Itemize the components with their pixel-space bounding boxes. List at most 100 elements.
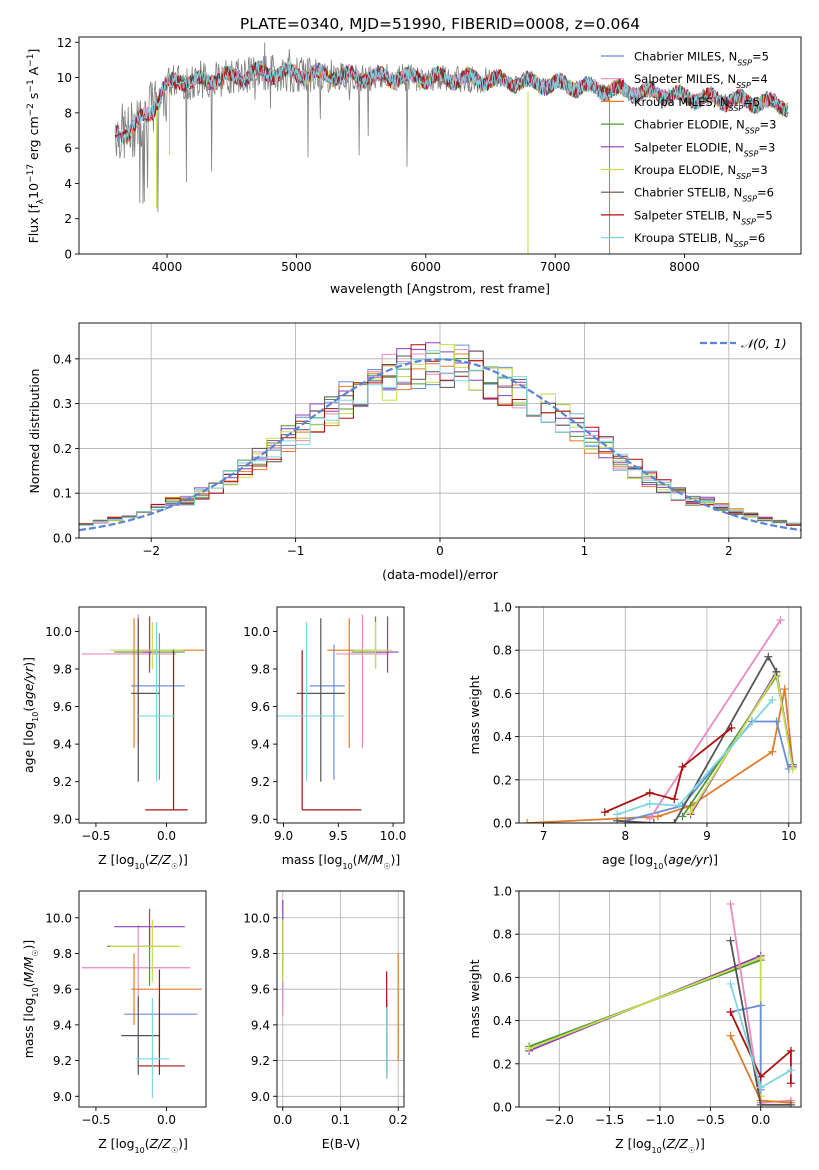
y-tick-label: 9.0 xyxy=(251,813,270,827)
y-tick-label: 9.0 xyxy=(251,1090,270,1104)
y-tick-label: 9.8 xyxy=(53,662,72,676)
x-tick-label: 7000 xyxy=(540,260,571,274)
legend-label: Chabrier ELODIE, NSSP=3 xyxy=(634,118,776,136)
age-vs-z-panel: −0.5 0.0 9.0 9.2 9.4 9.6 9.8 10.0 xyxy=(45,606,207,843)
y-tick-label: 10 xyxy=(57,71,72,85)
spectrum-legend: Chabrier MILES, NSSP=5 Salpeter MILES, NS… xyxy=(601,50,776,249)
legend-label: Salpeter MILES, NSSP=4 xyxy=(634,72,768,90)
y-tick-label: 10.0 xyxy=(243,911,270,925)
y-tick-label: 2 xyxy=(64,212,72,226)
y-tick-label: 0.2 xyxy=(53,442,72,456)
age-vs-z-y-label: age [log10(age/yr)] xyxy=(21,657,40,773)
x-tick-label: −1.0 xyxy=(645,1113,674,1127)
x-tick-label: 10 xyxy=(781,829,796,843)
x-tick-label: 0.0 xyxy=(157,1113,176,1127)
y-tick-label: 9.0 xyxy=(53,813,72,827)
y-tick-label: 9.8 xyxy=(251,947,270,961)
spectrum-panel: 4000 5000 6000 7000 8000 0 2 4 6 8 10 12 xyxy=(57,36,802,274)
y-tick-label: 12 xyxy=(57,36,72,50)
weight-vs-z-panel-marks xyxy=(525,899,795,1107)
weight-vs-z-y-label: mass weight xyxy=(467,959,482,1038)
y-tick-label: 9.8 xyxy=(53,947,72,961)
normal-legend-label: 𝒩(0, 1) xyxy=(741,336,787,351)
figure-title: PLATE=0340, MJD=51990, FIBERID=0008, z=0… xyxy=(240,15,640,33)
x-tick-label: 8000 xyxy=(669,260,700,274)
y-tick-label: 9.6 xyxy=(251,983,270,997)
axes-frame xyxy=(78,606,207,824)
y-tick-label: 9.4 xyxy=(53,738,72,752)
x-tick-label: 5000 xyxy=(281,260,312,274)
y-tick-label: 10.0 xyxy=(243,625,270,639)
model-spectrum-line xyxy=(114,60,788,144)
y-tick-label: 9.6 xyxy=(53,700,72,714)
y-tick-label: 1.0 xyxy=(493,601,512,615)
age-vs-mass-panel-marks xyxy=(277,614,399,811)
y-tick-label: 9.4 xyxy=(251,738,270,752)
y-tick-label: 0.3 xyxy=(53,397,72,411)
mass-vs-ebv-x-label: E(B-V) xyxy=(322,1136,361,1151)
y-tick-label: 0.8 xyxy=(493,644,512,658)
axes-frame xyxy=(78,890,207,1108)
axes-frame xyxy=(518,606,802,824)
y-tick-label: 0.2 xyxy=(493,1057,512,1071)
y-tick-label: 0.4 xyxy=(53,352,72,366)
y-tick-label: 0.6 xyxy=(493,687,512,701)
mass-vs-ebv-panel-marks xyxy=(282,899,399,1079)
x-tick-label: 4000 xyxy=(152,260,183,274)
axes-frame xyxy=(276,606,405,824)
legend-label: Kroupa MILES, NSSP=5 xyxy=(634,95,760,113)
y-tick-label: 4 xyxy=(64,177,72,191)
residual-panel: −2 −1 0 1 2 0.0 0.1 0.2 0.3 0.4 xyxy=(53,322,802,558)
mass-vs-z-panel-marks xyxy=(81,908,202,1099)
y-tick-label: 9.8 xyxy=(251,662,270,676)
residual-x-axis-label: (data-model)/error xyxy=(382,567,499,582)
spectrum-panel-marks xyxy=(114,42,789,254)
x-tick-label: 0.2 xyxy=(389,1113,408,1127)
x-tick-label: 1 xyxy=(581,544,589,558)
y-tick-label: 0.1 xyxy=(53,487,72,501)
mass-vs-z-panel: −0.5 0.0 9.0 9.2 9.4 9.6 9.8 10.0 xyxy=(45,890,207,1127)
weight-series-line xyxy=(649,619,782,820)
weight-vs-age-panel: 7 8 9 10 0.0 0.2 0.4 0.6 0.8 1.0 xyxy=(493,601,802,843)
weight-vs-age-x-label: age [log10(age/yr)] xyxy=(602,852,718,871)
mass-vs-z-x-label: Z [log10(Z/Z☉)] xyxy=(98,1136,188,1155)
weight-series-line xyxy=(617,654,778,823)
y-tick-label: 9.4 xyxy=(251,1018,270,1032)
y-tick-label: 9.2 xyxy=(251,1054,270,1068)
x-tick-label: −2.0 xyxy=(545,1113,574,1127)
age-vs-z-x-label: Z [log10(Z/Z☉)] xyxy=(98,852,188,871)
y-tick-label: 9.2 xyxy=(251,775,270,789)
legend-label: Kroupa STELIB, NSSP=6 xyxy=(634,231,765,249)
x-tick-label: 0.1 xyxy=(331,1113,350,1127)
y-tick-label: 0 xyxy=(64,248,72,262)
residual-panel-marks xyxy=(79,342,801,538)
x-tick-label: −2 xyxy=(142,544,160,558)
y-tick-label: 0.0 xyxy=(493,817,512,831)
y-tick-label: 0.4 xyxy=(493,1014,512,1028)
x-tick-label: 8 xyxy=(621,829,629,843)
axes-frame xyxy=(78,36,802,255)
x-tick-label: 0.0 xyxy=(273,1113,292,1127)
weight-vs-z-x-label: Z [log10(Z/Z☉)] xyxy=(615,1136,705,1155)
weight-vs-age-panel-marks xyxy=(523,615,797,823)
legend-label: Salpeter ELODIE, NSSP=3 xyxy=(634,140,775,158)
legend-label: Kroupa ELODIE, NSSP=3 xyxy=(634,163,768,181)
weight-vs-z-panel: −2.0 −1.5 −1.0 −0.5 0.0 0.0 0.2 0.4 0.6 0.8 1.0 xyxy=(493,885,802,1127)
legend-label: Chabrier STELIB, NSSP=6 xyxy=(634,186,774,204)
legend-label: Salpeter STELIB, NSSP=5 xyxy=(634,208,773,226)
spectrum-x-axis-label: wavelength [Angstrom, rest frame] xyxy=(330,281,550,296)
plots-layer: 4000 5000 6000 7000 8000024681012wavelength … xyxy=(21,36,802,1155)
residual-histogram xyxy=(79,350,801,538)
age-vs-z-panel-marks xyxy=(81,614,205,811)
weight-vs-age-y-label: mass weight xyxy=(467,675,482,754)
x-tick-label: −0.5 xyxy=(696,1113,725,1127)
y-tick-label: 9.6 xyxy=(251,700,270,714)
x-tick-label: 9.0 xyxy=(274,829,293,843)
residual-y-axis-label: Normed distribution xyxy=(27,369,42,494)
legend-label: Chabrier MILES, NSSP=5 xyxy=(634,50,769,68)
y-tick-label: 8 xyxy=(64,106,72,120)
x-tick-label: −1.5 xyxy=(595,1113,624,1127)
y-tick-label: 0.4 xyxy=(493,730,512,744)
weight-series-line xyxy=(616,699,774,816)
